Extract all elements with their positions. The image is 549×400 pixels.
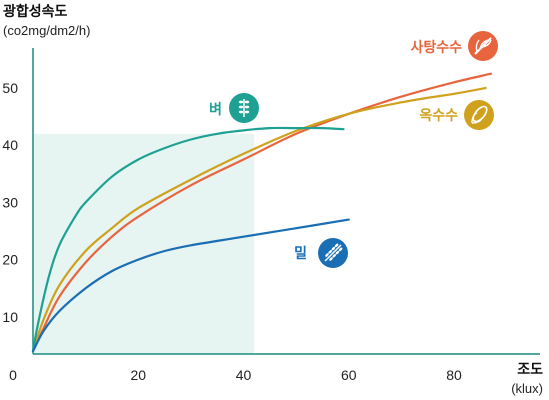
rice-icon	[229, 93, 259, 123]
series-label-sugarcane: 사탕수수	[410, 39, 462, 55]
series-line-sugarcane	[31, 72, 492, 353]
x-tick-label: 60	[341, 367, 357, 383]
series-label-rice: 벼	[209, 101, 222, 117]
sugarcane-icon	[468, 31, 498, 61]
y-tick-label: 20	[2, 252, 18, 268]
y-tick-label: 40	[2, 137, 18, 153]
y-tick-label: 10	[2, 309, 18, 325]
ticks: 20 40 60 80 10 20 30 40 50	[2, 80, 462, 383]
series-line-rice	[31, 126, 345, 353]
series-label-wheat: 밀	[294, 245, 307, 261]
x-tick-label: 40	[236, 367, 252, 383]
corn-icon	[464, 100, 494, 130]
y-axis-title: 광합성속도	[3, 3, 68, 19]
series-line-corn	[31, 86, 487, 353]
series-lines	[31, 72, 492, 353]
x-axis-title: 조도	[517, 361, 543, 377]
shaded-region	[33, 133, 255, 354]
series-line-wheat	[31, 218, 350, 353]
y-axis-unit: (co2mg/dm2/h)	[3, 23, 90, 38]
y-tick-label: 50	[2, 80, 18, 96]
x-tick-label: 20	[130, 367, 146, 383]
origin-label: 0	[9, 367, 17, 383]
shaded-region-rect	[33, 133, 255, 354]
x-axis-unit: (klux)	[511, 381, 543, 396]
x-tick-label: 80	[446, 367, 462, 383]
series-label-corn: 옥수수	[419, 107, 458, 123]
wheat-icon	[318, 238, 348, 268]
y-tick-label: 30	[2, 194, 18, 210]
